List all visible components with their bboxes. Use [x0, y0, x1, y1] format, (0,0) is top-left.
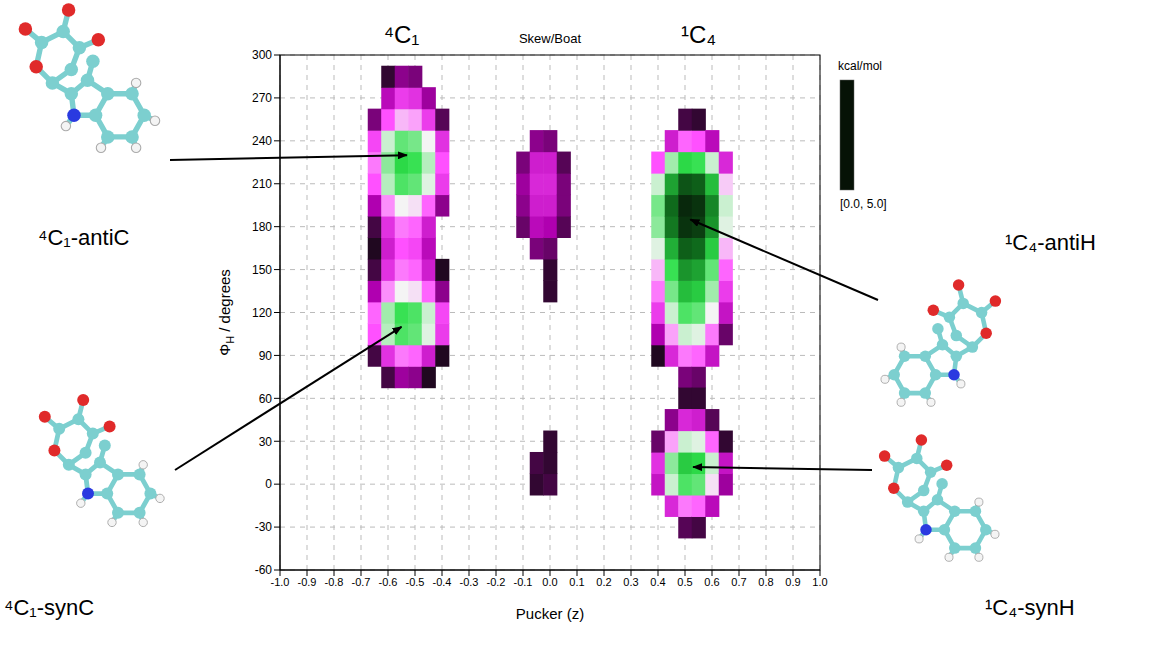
svg-text:180: 180 [252, 220, 272, 234]
svg-text:-0.6: -0.6 [379, 576, 398, 588]
svg-text:ΦH / degrees: ΦH / degrees [216, 269, 236, 356]
svg-text:120: 120 [252, 306, 272, 320]
svg-text:¹C₄-antiH: ¹C₄-antiH [1005, 230, 1096, 255]
svg-text:0.4: 0.4 [650, 576, 665, 588]
svg-text:270: 270 [252, 91, 272, 105]
svg-text:-0.3: -0.3 [460, 576, 479, 588]
svg-text:-60: -60 [255, 563, 273, 577]
svg-text:60: 60 [259, 392, 273, 406]
svg-text:[0.0, 5.0]: [0.0, 5.0] [840, 197, 887, 211]
svg-text:⁴C₁: ⁴C₁ [384, 21, 420, 48]
svg-text:¹C₄: ¹C₄ [681, 21, 716, 48]
svg-text:-30: -30 [255, 520, 273, 534]
svg-text:0.1: 0.1 [569, 576, 584, 588]
svg-text:1.0: 1.0 [812, 576, 827, 588]
svg-text:150: 150 [252, 263, 272, 277]
svg-text:0.2: 0.2 [596, 576, 611, 588]
svg-text:Skew/Boat: Skew/Boat [519, 31, 582, 46]
svg-text:30: 30 [259, 435, 273, 449]
svg-text:90: 90 [259, 349, 273, 363]
svg-text:210: 210 [252, 177, 272, 191]
svg-text:⁴C₁-synC: ⁴C₁-synC [4, 595, 94, 620]
svg-text:-0.9: -0.9 [298, 576, 317, 588]
svg-text:-0.4: -0.4 [433, 576, 452, 588]
svg-text:0.3: 0.3 [623, 576, 638, 588]
svg-text:Pucker (z): Pucker (z) [516, 605, 584, 622]
svg-text:-0.7: -0.7 [352, 576, 371, 588]
svg-text:-0.5: -0.5 [406, 576, 425, 588]
svg-text:0.5: 0.5 [677, 576, 692, 588]
svg-text:0.0: 0.0 [542, 576, 557, 588]
svg-text:0.7: 0.7 [731, 576, 746, 588]
svg-text:¹C₄-synH: ¹C₄-synH [985, 595, 1075, 620]
svg-text:0: 0 [265, 477, 272, 491]
svg-text:0.8: 0.8 [758, 576, 773, 588]
svg-text:0.9: 0.9 [785, 576, 800, 588]
svg-text:-1.0: -1.0 [271, 576, 290, 588]
svg-text:⁴C₁-antiC: ⁴C₁-antiC [38, 225, 130, 250]
svg-text:-0.1: -0.1 [514, 576, 533, 588]
svg-text:0.6: 0.6 [704, 576, 719, 588]
svg-text:240: 240 [252, 134, 272, 148]
svg-text:-0.2: -0.2 [487, 576, 506, 588]
svg-text:kcal/mol: kcal/mol [838, 59, 882, 73]
svg-text:-0.8: -0.8 [325, 576, 344, 588]
svg-text:300: 300 [252, 48, 272, 62]
